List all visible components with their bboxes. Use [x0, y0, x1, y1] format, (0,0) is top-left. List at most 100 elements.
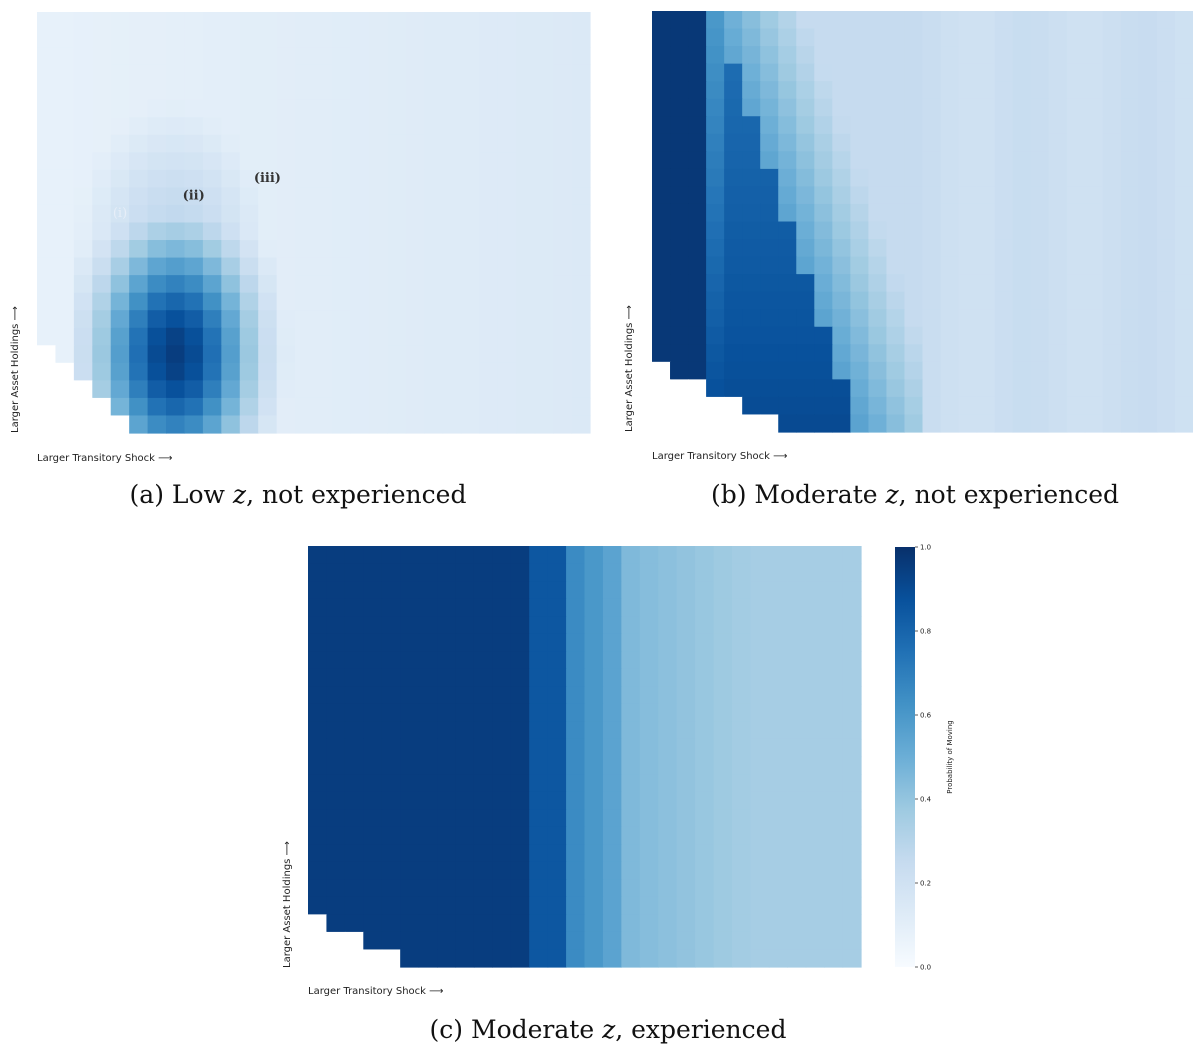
heatmap-cell [904, 361, 924, 380]
heatmap-cell [621, 598, 641, 617]
heatmap-cell [787, 774, 807, 793]
heatmap-cell [344, 546, 364, 565]
heatmap-cell [621, 668, 641, 687]
heatmap-cell [534, 187, 554, 206]
heatmap-cell [824, 809, 844, 828]
heatmap-cell [976, 344, 996, 363]
heatmap-cell [621, 844, 641, 863]
heatmap-cell [387, 152, 407, 171]
heatmap-cell [842, 633, 862, 652]
heatmap-cell [55, 152, 75, 171]
heatmap-cell [1120, 361, 1140, 380]
heatmap-cell [850, 344, 869, 363]
heatmap-cell [904, 186, 924, 205]
heatmap-cell [1030, 414, 1050, 433]
heatmap-cell [516, 275, 536, 294]
heatmap-cell [387, 275, 407, 294]
heatmap-cell [387, 169, 407, 189]
heatmap-cell [1102, 326, 1122, 345]
heatmap-cell [850, 309, 869, 328]
heatmap-cell [750, 931, 770, 951]
heatmap-cell [1030, 116, 1050, 135]
heatmap-cell [92, 415, 112, 434]
heatmap-cell [787, 563, 807, 582]
heatmap-cell [258, 117, 278, 136]
heatmap-cell [460, 310, 480, 329]
heatmap-cell [1012, 81, 1032, 100]
heatmap-cell [55, 82, 75, 101]
heatmap-cell [331, 415, 351, 434]
heatmap-cell [400, 809, 420, 828]
heatmap-cell [553, 117, 573, 136]
heatmap-cell [184, 117, 204, 136]
heatmap-cell [313, 117, 333, 136]
heatmap-cell [1084, 379, 1104, 398]
heatmap-cell [706, 168, 725, 188]
heatmap-cell [73, 257, 93, 276]
heatmap-cell [1066, 291, 1086, 310]
heatmap-cell [295, 29, 315, 48]
heatmap-cell [584, 931, 604, 951]
heatmap-cell [778, 379, 797, 398]
heatmap-cell [381, 651, 401, 670]
heatmap-cell [510, 791, 530, 810]
heatmap-cell [768, 563, 788, 582]
heatmap-cell [731, 598, 751, 617]
heatmap-cell [1084, 274, 1104, 293]
heatmap-cell [55, 415, 75, 434]
heatmap-cell [147, 380, 167, 399]
heatmap-cell [455, 879, 475, 898]
heatmap-cell [922, 256, 942, 275]
heatmap-cell [1030, 379, 1050, 398]
heatmap-cell [37, 187, 57, 206]
heatmap-cell [510, 616, 530, 635]
heatmap-cell [842, 738, 862, 758]
heatmap-cell [976, 274, 996, 293]
heatmap-cell [787, 914, 807, 933]
heatmap-cell [713, 581, 733, 600]
heatmap-cell [473, 896, 493, 915]
heatmap-cell [886, 361, 906, 380]
heatmap-cell [400, 598, 420, 617]
heatmap-cell [37, 397, 57, 417]
heatmap-cell [166, 29, 186, 48]
heatmap-cell [750, 949, 770, 968]
heatmap-cell [534, 292, 554, 311]
heatmap-cell [639, 826, 659, 845]
heatmap-cell [547, 581, 567, 600]
heatmap-cell [713, 949, 733, 968]
heatmap-cell [424, 169, 444, 189]
heatmap-cell [850, 291, 869, 310]
heatmap-cell [676, 826, 696, 845]
heatmap-cell [455, 738, 475, 758]
heatmap-cell [331, 134, 351, 153]
heatmap-cell [516, 240, 536, 259]
heatmap-cell [566, 616, 586, 635]
heatmap-cell [658, 826, 678, 845]
heatmap-cell [368, 12, 388, 31]
heatmap-cell [424, 275, 444, 294]
heatmap-cell [110, 292, 130, 311]
heatmap-cell [1174, 379, 1193, 398]
heatmap-cell [750, 686, 770, 705]
heatmap-cell [832, 133, 851, 152]
heatmap-cell [850, 116, 869, 135]
heatmap-cell [442, 275, 462, 294]
heatmap-cell [778, 274, 797, 293]
heatmap-cell [652, 151, 671, 170]
heatmap-cell [904, 151, 924, 170]
heatmap-cell [566, 879, 586, 898]
heatmap-cell [221, 327, 241, 346]
heatmap-cell [497, 12, 517, 31]
heatmap-cell [405, 397, 425, 417]
heatmap-cell [147, 327, 167, 346]
ylabel-a: Larger Asset Holdings ⟶ [10, 306, 21, 433]
heatmap-cell [868, 379, 888, 398]
heatmap-cell [676, 633, 696, 652]
colorbar-tick-label: 0.2 [920, 880, 931, 888]
heatmap-cell [824, 721, 844, 740]
heatmap-cell [547, 809, 567, 828]
heatmap-cell [129, 12, 149, 31]
heatmap-cell [455, 721, 475, 740]
heatmap-cell [713, 598, 733, 617]
